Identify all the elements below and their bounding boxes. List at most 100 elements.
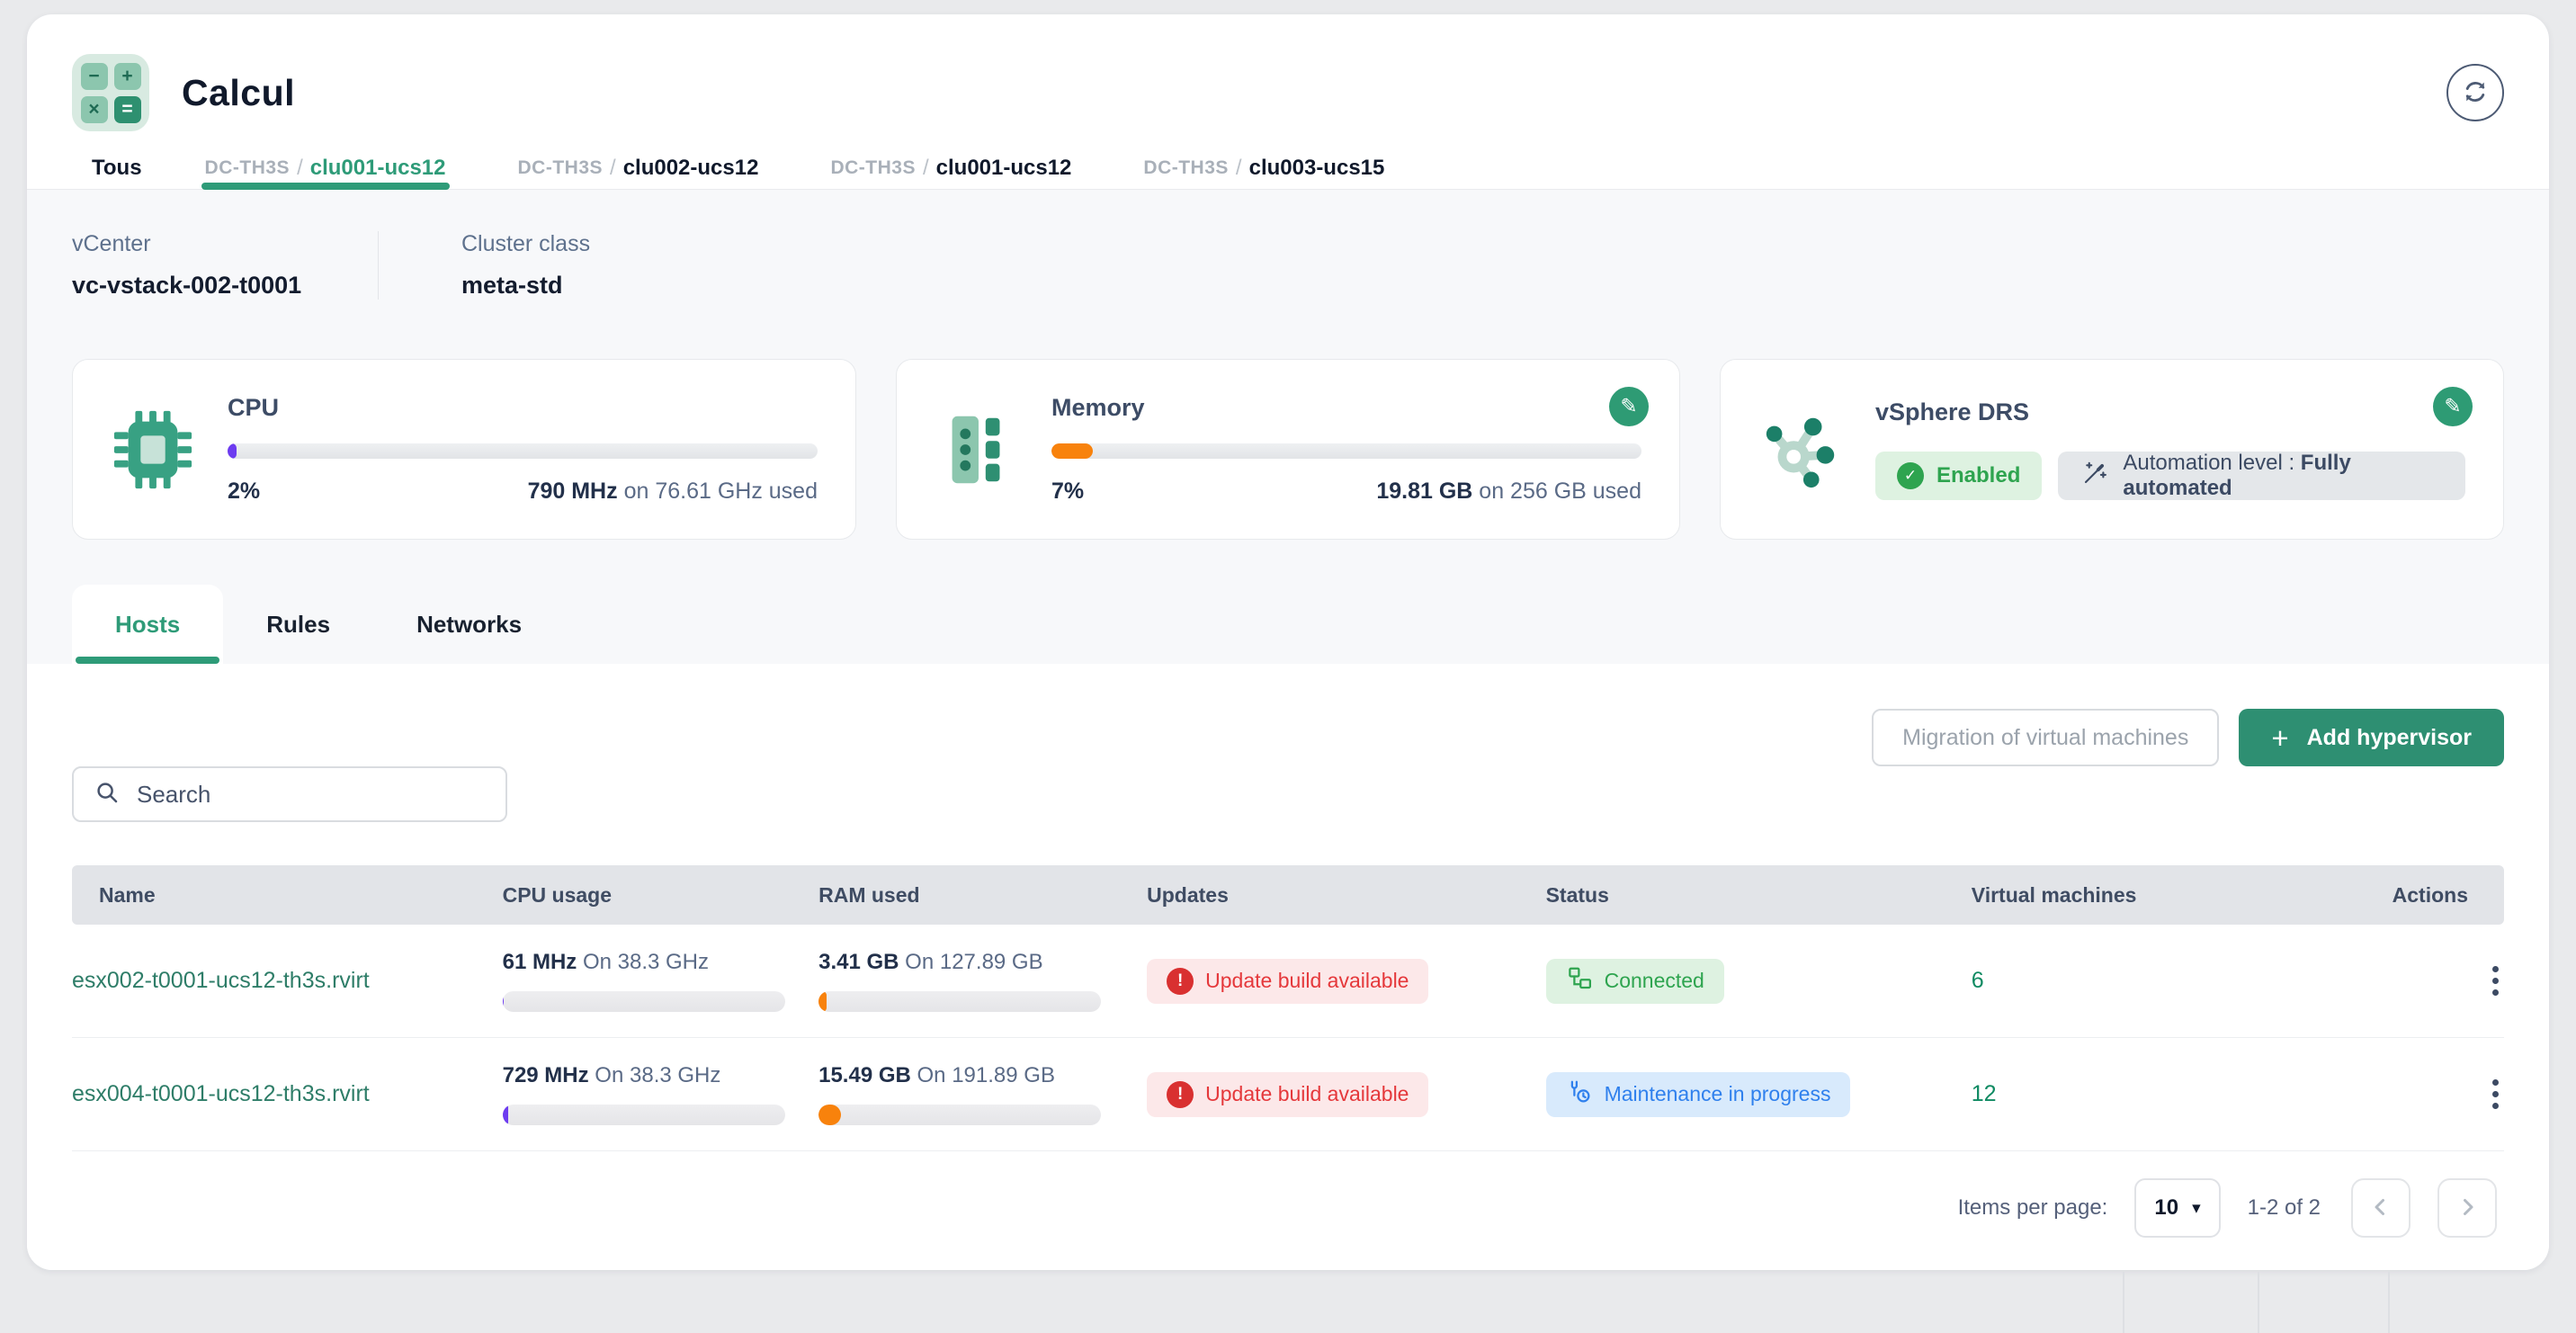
memory-usage-bar: [1051, 443, 1641, 459]
add-hypervisor-button[interactable]: + Add hypervisor: [2239, 709, 2504, 766]
hosts-panel: Migration of virtual machines + Add hype…: [27, 664, 2549, 1270]
exclamation-icon: !: [1167, 968, 1194, 995]
cluster-tab-clu003-ucs15[interactable]: DC-TH3S / clu003-ucs15: [1107, 148, 1420, 189]
cpu-percent: 2%: [228, 479, 260, 505]
refresh-icon: [2461, 77, 2490, 109]
info-row: vCenter vc-vstack-002-t0001 Cluster clas…: [72, 231, 2504, 300]
page-range-label: 1-2 of 2: [2248, 1195, 2321, 1221]
pencil-icon: ✎: [1620, 395, 1637, 418]
chevron-left-icon: [2367, 1194, 2394, 1223]
next-page-button[interactable]: [2437, 1178, 2497, 1238]
connected-icon: [1566, 965, 1593, 998]
cpu-usage-bar: [228, 443, 818, 459]
calculator-icon: − + × =: [72, 54, 149, 131]
migration-button[interactable]: Migration of virtual machines: [1872, 709, 2219, 766]
update-available-badge: ! Update build available: [1147, 1072, 1428, 1117]
status-badge-maintenance: Maintenance in progress: [1546, 1072, 1851, 1117]
cluster-tab-all[interactable]: Tous: [72, 148, 169, 189]
kebab-menu-icon[interactable]: [2487, 961, 2504, 1001]
status-badge-connected: Connected: [1546, 959, 1724, 1004]
cluster-tab-clu002-ucs12[interactable]: DC-TH3S / clu002-ucs12: [482, 148, 795, 189]
cpu-usage-cell: 61 MHz On 38.3 GHz: [503, 950, 819, 1012]
drs-edit-button[interactable]: ✎: [2433, 387, 2473, 426]
page-size-select[interactable]: 10 ▾: [2134, 1178, 2220, 1238]
table-header-row: Name CPU usage RAM used Updates Status V…: [72, 865, 2504, 925]
cluster-class-value: meta-std: [461, 272, 590, 300]
slash-separator: /: [923, 156, 929, 181]
table-row: esx004-t0001-ucs12-th3s.rvirt 729 MHz On…: [72, 1038, 2504, 1151]
memory-card: ✎ Memory: [896, 359, 1680, 540]
slash-separator: /: [1236, 156, 1242, 181]
search-input[interactable]: [137, 781, 486, 809]
ram-used-cell: 3.41 GB On 127.89 GB: [818, 950, 1147, 1012]
vm-count-link[interactable]: 6: [1972, 968, 1984, 993]
minus-key-icon: −: [81, 63, 108, 90]
background-divider: [2123, 1272, 2124, 1333]
cluster-tab-clu001-ucs12-b[interactable]: DC-TH3S / clu001-ucs12: [794, 148, 1107, 189]
cluster-summary: vCenter vc-vstack-002-t0001 Cluster clas…: [27, 190, 2549, 664]
equals-key-icon: =: [114, 96, 141, 123]
cluster-tab-bar: Tous DC-TH3S / clu001-ucs12 DC-TH3S / cl…: [27, 148, 2549, 190]
col-header-updates: Updates: [1147, 865, 1545, 925]
previous-page-button[interactable]: [2351, 1178, 2411, 1238]
host-name-link[interactable]: esx002-t0001-ucs12-th3s.rvirt: [72, 968, 370, 993]
memory-percent: 7%: [1051, 479, 1084, 505]
search-box[interactable]: [72, 766, 507, 822]
multiply-key-icon: ×: [81, 96, 108, 123]
col-header-cpu: CPU usage: [503, 865, 819, 925]
col-header-ram: RAM used: [818, 865, 1147, 925]
vertical-divider: [378, 231, 379, 300]
drs-card-title: vSphere DRS: [1875, 398, 2465, 426]
vcenter-label: vCenter: [72, 231, 378, 257]
memory-ram-icon: [935, 407, 1019, 492]
tab-rules[interactable]: Rules: [223, 585, 373, 664]
table-row: esx002-t0001-ucs12-th3s.rvirt 61 MHz On …: [72, 925, 2504, 1038]
cluster-class-info: Cluster class meta-std: [422, 231, 590, 300]
drs-automation-badge: Automation level : Fully automated: [2058, 452, 2465, 500]
drs-network-icon: [1758, 407, 1843, 492]
cluster-detail-card: − + × = Calcul: [27, 14, 2549, 1270]
chevron-down-icon: ▾: [2192, 1198, 2201, 1218]
vcenter-value: vc-vstack-002-t0001: [72, 272, 378, 300]
cpu-usage-cell: 729 MHz On 38.3 GHz: [503, 1063, 819, 1125]
col-header-vms: Virtual machines: [1972, 865, 2327, 925]
cpu-usage-mini-bar: [503, 991, 785, 1012]
slash-separator: /: [297, 156, 303, 181]
cpu-used-text: 790 MHz on 76.61 GHz used: [528, 479, 818, 505]
plus-key-icon: +: [114, 63, 141, 90]
background-divider: [2388, 1272, 2390, 1333]
memory-used-text: 19.81 GB on 256 GB used: [1376, 479, 1641, 505]
items-per-page-label: Items per page:: [1958, 1195, 2108, 1221]
tab-networks[interactable]: Networks: [373, 585, 565, 664]
check-circle-icon: ✓: [1897, 462, 1924, 489]
section-tab-bar: Hosts Rules Networks: [27, 585, 2549, 664]
memory-edit-button[interactable]: ✎: [1609, 387, 1649, 426]
cluster-tab-clu001-ucs12[interactable]: DC-TH3S / clu001-ucs12: [169, 148, 482, 189]
background-divider: [2258, 1272, 2259, 1333]
memory-usage-fill: [1051, 443, 1093, 459]
update-available-badge: ! Update build available: [1147, 959, 1428, 1004]
vm-count-link[interactable]: 12: [1972, 1081, 1997, 1106]
memory-card-title: Memory: [1051, 394, 1641, 422]
cpu-card-title: CPU: [228, 394, 818, 422]
kebab-menu-icon[interactable]: [2487, 1074, 2504, 1114]
col-header-actions: Actions: [2327, 865, 2504, 925]
col-header-name: Name: [72, 865, 503, 925]
drs-enabled-badge: ✓ Enabled: [1875, 452, 2042, 500]
tab-hosts[interactable]: Hosts: [72, 585, 223, 664]
cpu-chip-icon: [111, 407, 195, 492]
host-name-link[interactable]: esx004-t0001-ucs12-th3s.rvirt: [72, 1081, 370, 1106]
vcenter-info: vCenter vc-vstack-002-t0001: [72, 231, 378, 300]
plus-icon: +: [2271, 723, 2288, 753]
chevron-right-icon: [2454, 1194, 2481, 1223]
maintenance-icon: [1566, 1078, 1593, 1111]
cluster-class-label: Cluster class: [461, 231, 590, 257]
ram-used-mini-bar: [818, 1105, 1101, 1125]
page: − + × = Calcul: [0, 0, 2576, 1333]
pencil-icon: ✎: [2444, 395, 2461, 418]
refresh-button[interactable]: [2446, 64, 2504, 121]
cpu-card: CPU 2% 790 MHz on 76.61 GHz used: [72, 359, 856, 540]
cpu-usage-fill: [228, 443, 237, 459]
page-header: − + × = Calcul: [27, 14, 2549, 148]
ram-used-cell: 15.49 GB On 191.89 GB: [818, 1063, 1147, 1125]
